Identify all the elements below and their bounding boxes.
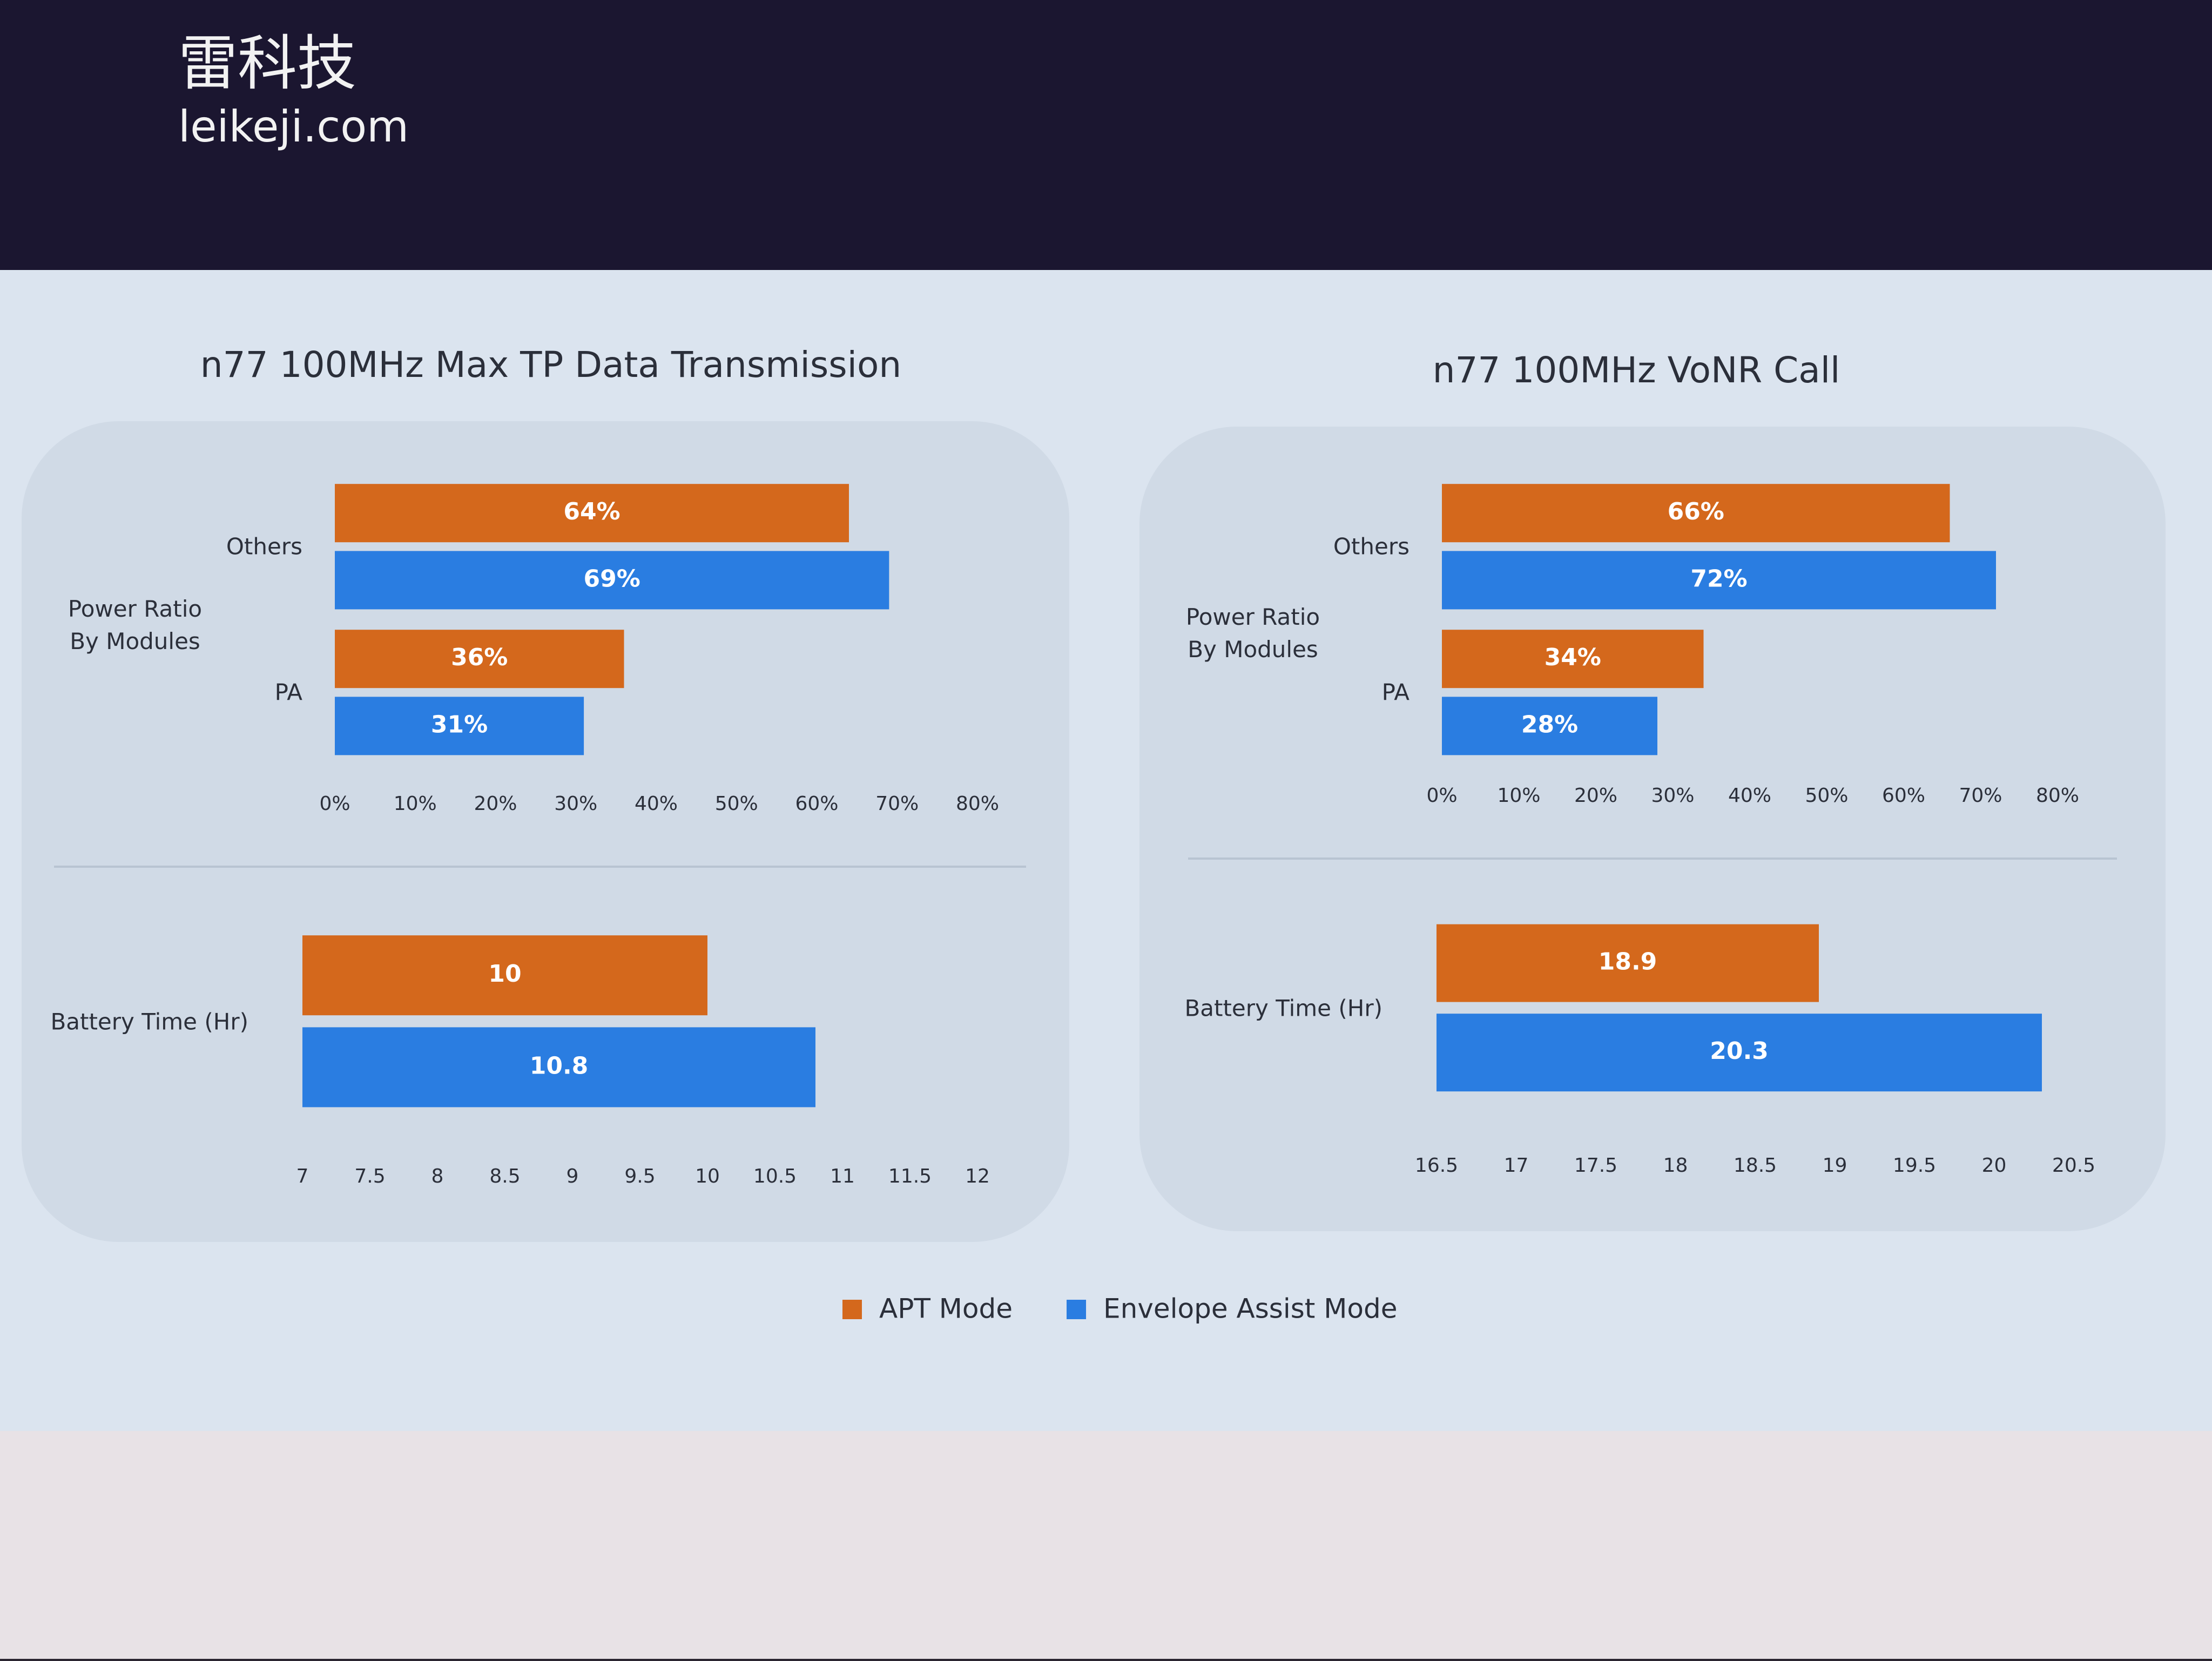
y-axis-label: Power Ratio By Modules xyxy=(1186,604,1320,663)
x-tick-label: 10% xyxy=(394,793,437,815)
bar xyxy=(335,551,889,610)
x-tick-label: 60% xyxy=(795,793,838,815)
data-label: 36% xyxy=(451,644,508,671)
panel xyxy=(22,421,1069,1242)
x-tick-label: 30% xyxy=(554,793,597,815)
chart-title: n77 100MHz Max TP Data Transmission xyxy=(200,344,901,386)
data-label: 18.9 xyxy=(1599,948,1657,976)
x-tick-label: 30% xyxy=(1651,785,1694,807)
bar xyxy=(1442,630,1704,688)
data-label: 10 xyxy=(488,960,521,988)
watermark-site: leikeji.com xyxy=(178,102,409,152)
category-label: Others xyxy=(226,534,302,560)
x-tick-label: 10% xyxy=(1497,785,1540,807)
x-tick-label: 18 xyxy=(1663,1154,1688,1177)
x-tick-label: 80% xyxy=(956,793,999,815)
x-tick-label: 9 xyxy=(567,1165,579,1187)
bar xyxy=(1442,697,1657,755)
data-label: 34% xyxy=(1545,644,1601,671)
x-tick-label: 0% xyxy=(1426,785,1457,807)
data-label: 72% xyxy=(1690,565,1747,592)
category-label: Battery Time (Hr) xyxy=(1184,995,1382,1022)
x-tick-label: 40% xyxy=(1728,785,1771,807)
bar xyxy=(1442,484,1950,543)
x-tick-label: 20.5 xyxy=(2052,1154,2095,1177)
x-tick-label: 11 xyxy=(830,1165,855,1187)
x-tick-label: 60% xyxy=(1882,785,1925,807)
data-label: 20.3 xyxy=(1710,1037,1769,1065)
x-tick-label: 19.5 xyxy=(1893,1154,1936,1177)
bar xyxy=(302,1027,815,1108)
x-tick-label: 70% xyxy=(1959,785,2002,807)
bar xyxy=(1437,924,1819,1002)
category-label: PA xyxy=(275,679,303,706)
data-label: 10.8 xyxy=(530,1052,589,1079)
watermark-brand: 雷科技 xyxy=(178,29,356,98)
panel xyxy=(1139,427,2166,1231)
x-tick-label: 17.5 xyxy=(1574,1154,1617,1177)
x-tick-label: 50% xyxy=(715,793,758,815)
data-label: 31% xyxy=(431,711,488,738)
data-label: 66% xyxy=(1668,498,1724,525)
category-label: PA xyxy=(1382,679,1410,706)
legend-label: Envelope Assist Mode xyxy=(1103,1293,1397,1325)
x-tick-label: 8.5 xyxy=(489,1165,520,1187)
x-tick-label: 19 xyxy=(1823,1154,1847,1177)
bar xyxy=(335,697,584,755)
x-tick-label: 9.5 xyxy=(624,1165,655,1187)
x-tick-label: 20 xyxy=(1982,1154,2007,1177)
x-tick-label: 0% xyxy=(319,793,350,815)
category-label: Others xyxy=(1333,534,1410,560)
x-tick-label: 7 xyxy=(296,1165,309,1187)
x-tick-label: 80% xyxy=(2036,785,2079,807)
data-label: 64% xyxy=(563,498,620,525)
data-label: 28% xyxy=(1521,711,1578,738)
x-tick-label: 50% xyxy=(1805,785,1848,807)
x-tick-label: 17 xyxy=(1504,1154,1529,1177)
bar xyxy=(1437,1014,2042,1092)
x-tick-label: 40% xyxy=(635,793,678,815)
x-tick-label: 12 xyxy=(965,1165,990,1187)
bar xyxy=(335,630,624,688)
legend-swatch xyxy=(842,1300,862,1319)
category-label: Battery Time (Hr) xyxy=(50,1009,248,1035)
x-tick-label: 11.5 xyxy=(888,1165,932,1187)
legend-label: APT Mode xyxy=(879,1293,1013,1325)
floor xyxy=(0,1431,2212,1659)
chart-title: n77 100MHz VoNR Call xyxy=(1433,349,1840,391)
x-tick-label: 10.5 xyxy=(753,1165,797,1187)
x-tick-label: 8 xyxy=(431,1165,444,1187)
top-band xyxy=(0,0,2212,281)
x-tick-label: 18.5 xyxy=(1734,1154,1777,1177)
data-label: 69% xyxy=(584,565,640,592)
x-tick-label: 7.5 xyxy=(354,1165,385,1187)
x-tick-label: 70% xyxy=(875,793,919,815)
bar xyxy=(302,935,707,1016)
x-tick-label: 20% xyxy=(474,793,517,815)
bar xyxy=(335,484,849,543)
legend-swatch xyxy=(1067,1300,1087,1319)
x-tick-label: 10 xyxy=(695,1165,720,1187)
x-tick-label: 16.5 xyxy=(1415,1154,1458,1177)
y-axis-label: Power Ratio By Modules xyxy=(68,596,202,654)
bar xyxy=(1442,551,1996,610)
x-tick-label: 20% xyxy=(1574,785,1617,807)
